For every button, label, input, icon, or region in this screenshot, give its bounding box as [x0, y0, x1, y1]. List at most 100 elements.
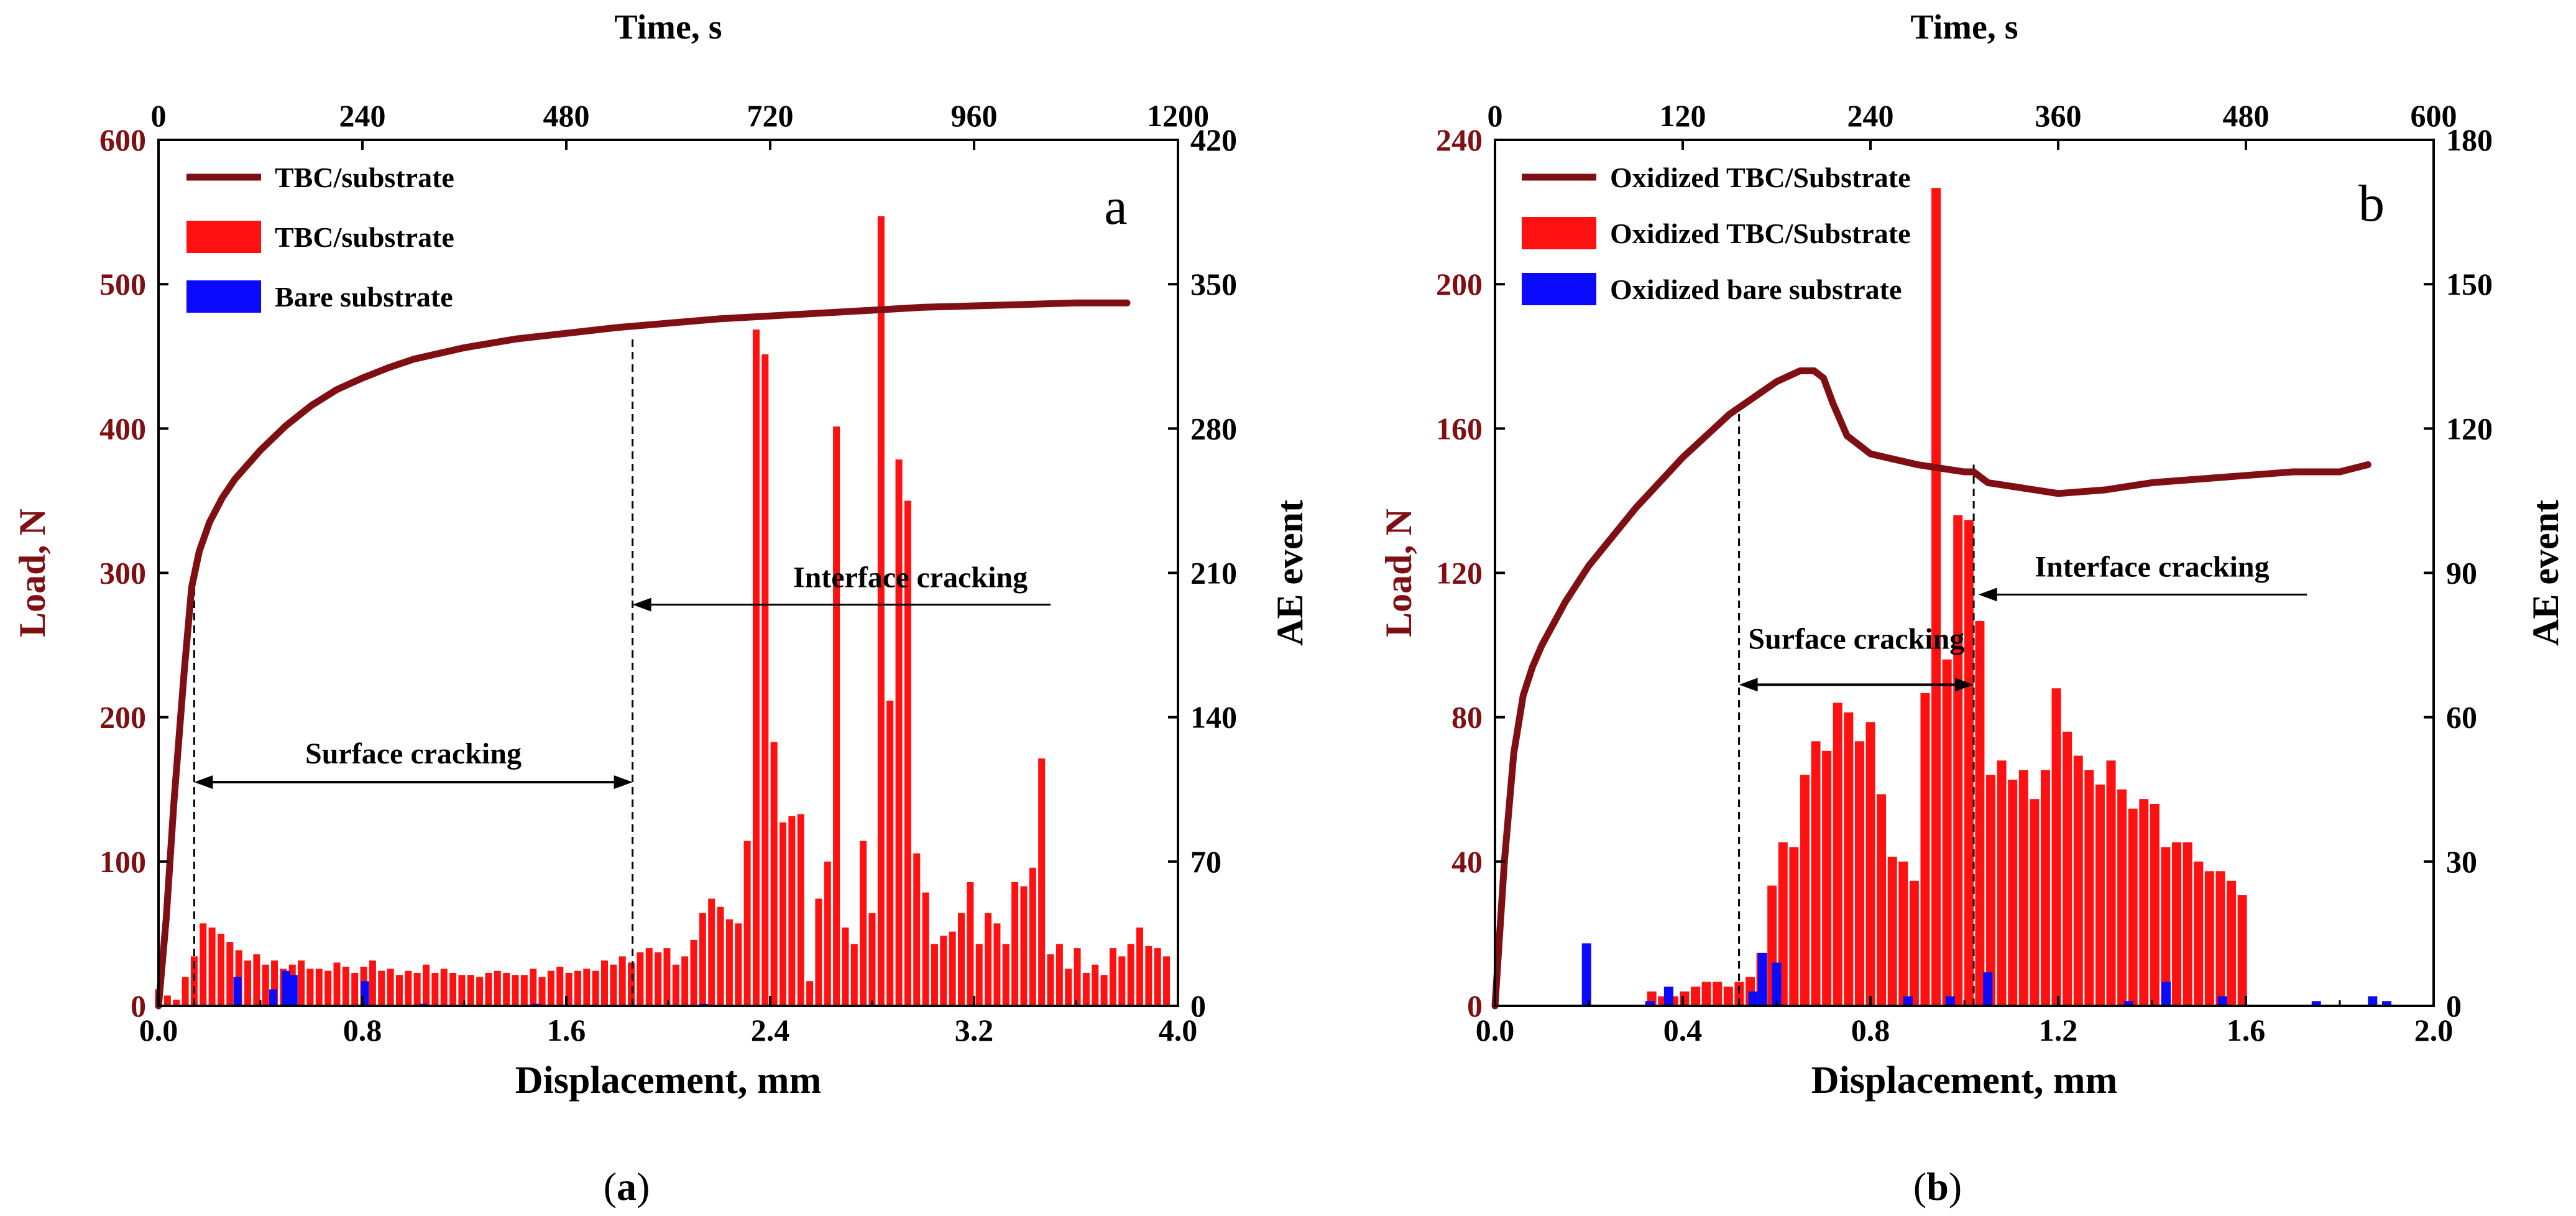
annotation-label: Interface cracking — [2035, 550, 2269, 583]
red-bar — [1789, 847, 1799, 1006]
red-bar — [993, 923, 1001, 1006]
red-bar — [2215, 871, 2225, 1006]
red-bar — [1964, 520, 1974, 1006]
y-left-tick-label: 40 — [1451, 844, 1483, 879]
red-bar — [1145, 946, 1152, 1006]
red-bar — [645, 948, 653, 1006]
red-bar — [1136, 927, 1143, 1006]
y-right-tick-label: 0 — [1190, 988, 1206, 1023]
legend-label: TBC/substrate — [275, 162, 454, 193]
blue-bar — [1645, 1001, 1655, 1006]
red-bar — [708, 898, 715, 1006]
x-top-tick-label: 240 — [1847, 98, 1894, 133]
red-bar — [1047, 954, 1054, 1006]
red-bar — [1082, 972, 1090, 1006]
red-bar — [1029, 867, 1036, 1006]
legend-label: Oxidized bare substrate — [1610, 274, 1902, 305]
y-right-tick-label: 280 — [1190, 411, 1237, 446]
caption-letter: a — [617, 1164, 637, 1209]
red-bar — [440, 969, 448, 1006]
red-bar — [967, 882, 974, 1006]
y-right-tick-label: 120 — [2446, 411, 2493, 446]
panel-caption: (b) — [1913, 1164, 1962, 1209]
y-right-tick-label: 150 — [2446, 267, 2493, 302]
red-bar — [342, 966, 349, 1006]
red-bar — [904, 500, 911, 1006]
red-bar — [2150, 803, 2160, 1006]
chart-panel-a: Surface cracking Interface cracking 0.0 0.8… — [12, 8, 1310, 1209]
red-bar — [985, 913, 992, 1006]
x-tick-label: 1.6 — [2227, 1013, 2266, 1048]
red-bar — [1975, 620, 1985, 1006]
red-bar — [806, 981, 814, 1006]
red-bar — [833, 426, 840, 1006]
blue-bar — [269, 989, 277, 1006]
red-bar — [190, 956, 198, 1006]
red-bar — [1723, 987, 1733, 1006]
red-bar — [780, 822, 786, 1006]
x-top-axis-title: Time, s — [614, 8, 722, 47]
red-bar — [378, 970, 385, 1006]
red-bar — [1865, 722, 1875, 1006]
arrow-head — [614, 775, 633, 790]
red-bar — [298, 960, 305, 1006]
red-bar — [2063, 731, 2072, 1006]
arrow-head — [1978, 587, 1997, 602]
red-bar — [547, 970, 554, 1006]
y-left-tick-label: 0 — [1467, 988, 1483, 1023]
red-bar — [895, 459, 903, 1006]
blue-bar — [1748, 991, 1758, 1006]
red-bar — [2194, 861, 2204, 1006]
y-left-axis-title: Load, N — [1378, 509, 1419, 637]
red-bar — [717, 906, 724, 1006]
red-bar — [1118, 956, 1126, 1006]
red-bar — [2084, 770, 2094, 1006]
red-bar — [1800, 775, 1810, 1006]
red-bar — [494, 970, 501, 1006]
red-bar — [610, 964, 617, 1006]
x-axis-title: Displacement, mm — [515, 1059, 821, 1102]
caption-paren-open: ( — [1913, 1164, 1926, 1209]
y-right-tick-label: 90 — [2446, 556, 2477, 591]
red-bar — [824, 861, 831, 1006]
red-bar — [2030, 799, 2040, 1006]
annotation-label: Surface cracking — [1748, 622, 1964, 655]
legend-label: Oxidized TBC/Substrate — [1610, 218, 1911, 249]
red-bar — [1997, 760, 2007, 1006]
chart-panel-b: Surface cracking Interface cracking 0.0 0.4… — [1378, 8, 2566, 1209]
red-bar — [324, 970, 332, 1006]
legend-bar-swatch — [1522, 273, 1596, 305]
blue-bar — [2382, 1001, 2391, 1006]
load-curve — [155, 299, 1131, 1010]
arrow-head — [1739, 678, 1758, 692]
annotation-label: Surface cracking — [305, 737, 522, 770]
x-top-tick-label: 720 — [747, 98, 794, 133]
red-bar — [1701, 982, 1711, 1006]
legend-bar-swatch — [186, 280, 261, 313]
red-bar — [503, 972, 510, 1006]
red-bar — [574, 970, 581, 1006]
red-bar — [413, 972, 421, 1006]
red-bar — [173, 1000, 180, 1006]
red-bar — [931, 944, 938, 1006]
y-right-tick-label: 210 — [1190, 556, 1237, 591]
blue-bar — [1903, 996, 1913, 1006]
x-top-tick-label: 120 — [1660, 98, 1706, 133]
x-top-tick-label: 480 — [543, 98, 590, 133]
red-bar — [2183, 842, 2192, 1006]
red-bar — [1092, 964, 1099, 1006]
red-bar — [619, 956, 626, 1006]
y-left-tick-label: 160 — [1436, 411, 1483, 446]
red-bar — [949, 931, 956, 1006]
annotation-label: Interface cracking — [793, 561, 1028, 594]
y-right-tick-label: 70 — [1190, 844, 1221, 879]
red-bar — [1887, 857, 1897, 1006]
red-bar — [315, 969, 323, 1006]
x-top-tick-label: 600 — [2411, 98, 2457, 133]
red-bar — [565, 972, 573, 1006]
arrow-head — [632, 597, 651, 612]
legend-label: TBC/substrate — [275, 221, 454, 253]
red-bar — [815, 898, 822, 1006]
red-bar — [512, 975, 519, 1006]
red-bar — [601, 960, 608, 1006]
